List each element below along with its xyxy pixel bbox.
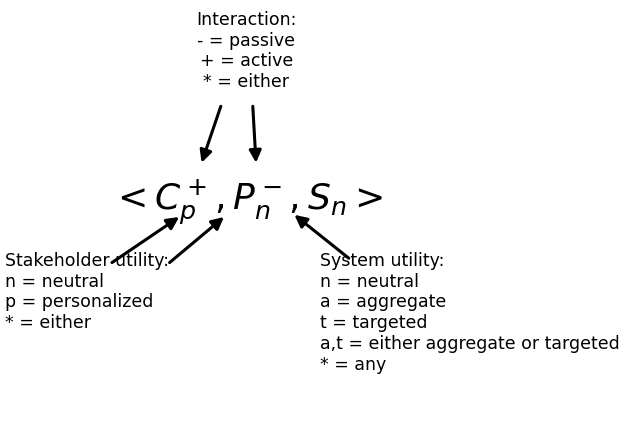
Text: Stakeholder utility:
n = neutral
p = personalized
* = either: Stakeholder utility: n = neutral p = per… [5,252,169,332]
Text: $<C_p^+, P_n^-, S_n>$: $<C_p^+, P_n^-, S_n>$ [110,177,383,227]
Text: Interaction:
- = passive
+ = active
* = either: Interaction: - = passive + = active * = … [196,11,296,91]
Text: System utility:
n = neutral
a = aggregate
t = targeted
a,t = either aggregate or: System utility: n = neutral a = aggregat… [320,252,620,374]
